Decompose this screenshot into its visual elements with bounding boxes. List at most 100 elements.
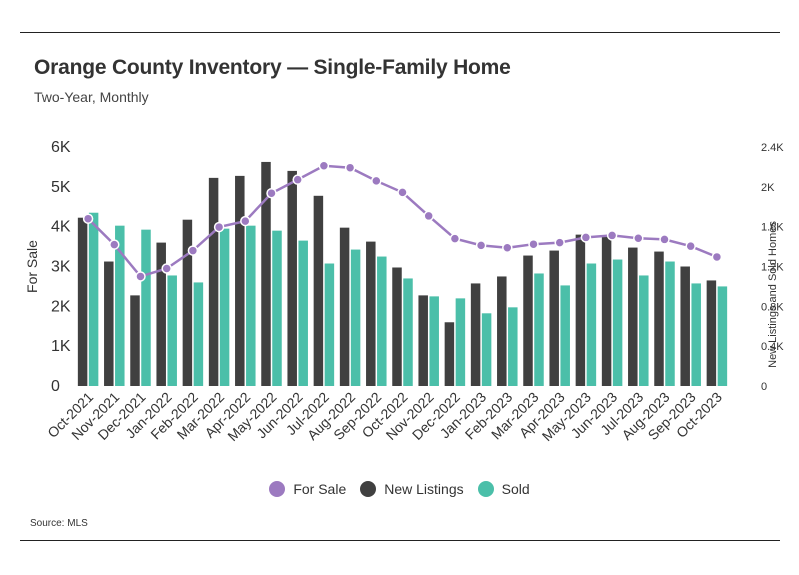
bar-sold xyxy=(560,285,570,386)
bar-sold xyxy=(193,282,204,386)
bar-new-listings xyxy=(130,295,140,386)
bar-new-listings xyxy=(261,161,271,386)
for-sale-point xyxy=(580,232,592,243)
legend-label-for-sale: For Sale xyxy=(293,481,347,497)
bar-new-listings xyxy=(523,255,533,386)
right-axis-tick-label: 0.8K xyxy=(761,301,784,313)
chart-title: Orange County Inventory — Single-Family … xyxy=(34,56,511,79)
for-sale-point xyxy=(659,234,670,245)
bar-sold xyxy=(665,261,675,386)
bar-new-listings xyxy=(235,175,245,386)
for-sale-point xyxy=(318,160,330,171)
bar-sold xyxy=(612,259,623,386)
bottom-rule xyxy=(20,540,780,541)
source-note: Source: MLS xyxy=(30,518,88,529)
bar-new-listings xyxy=(601,236,612,386)
right-axis-title: New Listings and Sold Homes xyxy=(767,221,779,368)
for-sale-point xyxy=(292,174,303,185)
bar-sold xyxy=(717,286,728,386)
for-sale-point xyxy=(475,240,487,251)
bar-sold xyxy=(115,225,125,386)
for-sale-point xyxy=(554,237,565,248)
bar-sold xyxy=(508,307,518,386)
for-sale-point xyxy=(371,175,382,187)
bar-sold xyxy=(272,230,282,386)
for-sale-point xyxy=(266,187,277,199)
bar-sold xyxy=(219,228,230,386)
for-sale-point xyxy=(528,238,539,250)
for-sale-point xyxy=(187,245,199,256)
for-sale-point xyxy=(135,271,146,282)
for-sale-point xyxy=(423,210,434,222)
left-axis-tick-label: 5K xyxy=(51,179,71,196)
bar-new-listings xyxy=(418,295,428,386)
bar-new-listings xyxy=(366,241,376,386)
left-axis-tick-label: 4K xyxy=(51,219,71,236)
bar-sold xyxy=(429,296,439,386)
bar-new-listings xyxy=(156,242,166,386)
bar-sold xyxy=(377,256,387,386)
bar-new-listings xyxy=(444,322,455,386)
right-axis-tick-label: 2K xyxy=(761,182,775,194)
for-sale-point xyxy=(633,232,644,244)
legend-item-sold: Sold xyxy=(477,481,530,497)
for-sale-point xyxy=(82,213,94,224)
legend-item-for-sale: For Sale xyxy=(269,481,346,497)
left-axis-title: For Sale xyxy=(24,240,40,293)
right-axis-tick-label: 0 xyxy=(761,381,767,393)
bar-sold xyxy=(298,240,308,386)
bar-new-listings xyxy=(575,234,586,386)
bar-new-listings xyxy=(104,261,114,386)
bar-sold xyxy=(534,273,544,386)
left-axis-tick-label: 2K xyxy=(51,298,71,315)
for-sale-point xyxy=(161,263,172,274)
bar-new-listings xyxy=(208,177,219,386)
chart-legend: For Sale New Listings Sold xyxy=(0,481,799,497)
bar-sold xyxy=(691,283,701,386)
bar-new-listings xyxy=(497,276,507,386)
for-sale-point xyxy=(685,240,696,252)
bar-new-listings xyxy=(77,217,88,386)
for-sale-point xyxy=(397,187,408,198)
bar-new-listings xyxy=(549,250,559,386)
legend-swatch-for-sale xyxy=(269,481,286,497)
for-sale-point xyxy=(109,239,120,250)
for-sale-point xyxy=(606,230,618,241)
bar-sold xyxy=(167,275,177,386)
right-axis-tick-label: 2.4K xyxy=(761,142,784,154)
legend-item-new-listings: New Listings xyxy=(360,481,464,497)
bar-new-listings xyxy=(654,251,664,386)
top-rule xyxy=(20,32,780,33)
left-axis-tick-label: 1K xyxy=(51,338,71,355)
legend-swatch-sold xyxy=(477,481,494,497)
right-axis-tick-label: 1.6K xyxy=(761,222,784,234)
legend-label-new-listings: New Listings xyxy=(384,481,464,497)
for-sale-point xyxy=(502,242,513,254)
for-sale-point xyxy=(449,233,461,244)
bar-sold xyxy=(141,229,151,386)
bar-sold xyxy=(455,298,466,386)
bar-sold xyxy=(639,275,649,386)
bar-new-listings xyxy=(313,195,324,386)
bar-sold xyxy=(88,212,99,386)
left-axis-tick-label: 6K xyxy=(51,139,71,156)
bar-sold xyxy=(350,249,361,386)
bar-sold xyxy=(324,263,335,386)
for-sale-point xyxy=(711,251,723,263)
bar-new-listings xyxy=(628,247,638,386)
for-sale-point xyxy=(240,215,251,227)
for-sale-line xyxy=(87,164,718,278)
left-axis-tick-label: 3K xyxy=(51,259,71,276)
bar-sold xyxy=(586,263,597,386)
legend-swatch-new-listings xyxy=(360,481,377,497)
right-axis-tick-label: 1.2K xyxy=(761,262,784,274)
bar-new-listings xyxy=(392,267,402,386)
bar-new-listings xyxy=(339,227,350,386)
bar-new-listings xyxy=(287,170,297,386)
bar-new-listings xyxy=(706,280,717,386)
bar-new-listings xyxy=(470,283,481,386)
left-axis-tick-label: 0 xyxy=(51,378,60,395)
bar-new-listings xyxy=(182,219,193,386)
for-sale-point xyxy=(213,221,225,233)
